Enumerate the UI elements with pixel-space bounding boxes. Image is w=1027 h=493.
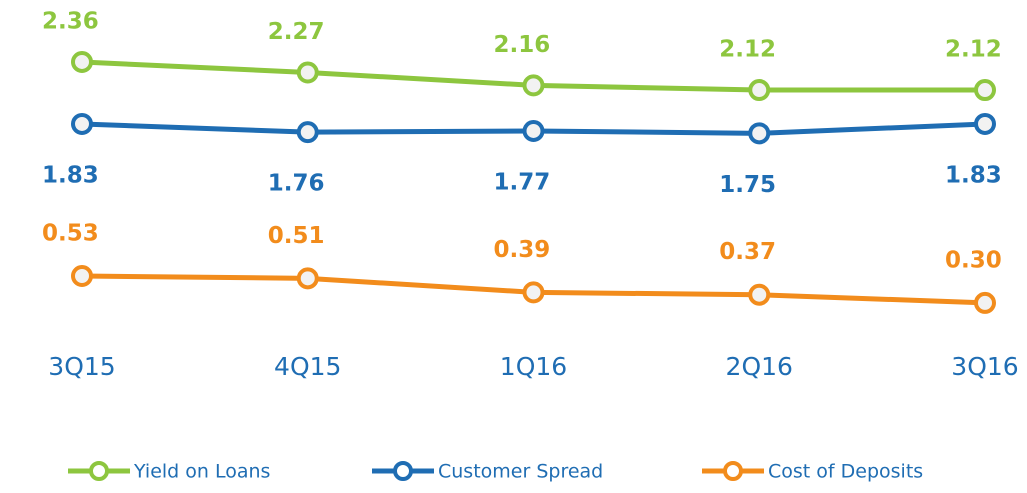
value-label: 0.53: [42, 221, 99, 247]
value-label: 1.77: [494, 169, 551, 195]
point: [296, 61, 319, 84]
point: [296, 267, 319, 290]
legend-label: Cost of Deposits: [768, 461, 923, 483]
value-label: 0.39: [494, 237, 551, 263]
value-label: 1.75: [719, 172, 776, 198]
point: [522, 74, 545, 97]
legend-label: Customer Spread: [438, 461, 603, 483]
point: [974, 291, 996, 314]
point: [522, 281, 545, 304]
point: [748, 283, 771, 306]
point: [748, 122, 771, 145]
x-tick-label: 4Q15: [274, 352, 341, 381]
x-tick-label: 2Q16: [726, 352, 793, 381]
point: [974, 79, 996, 102]
value-label: 0.37: [719, 239, 776, 265]
point: [71, 112, 93, 135]
x-tick-label: 3Q15: [48, 352, 115, 381]
value-label: 2.16: [494, 32, 551, 58]
point: [296, 121, 319, 144]
value-label: 2.27: [268, 19, 325, 45]
point: [522, 119, 545, 142]
point: [71, 50, 93, 73]
legend-marker: [723, 461, 743, 481]
value-label: 2.12: [945, 37, 1002, 63]
legend-marker: [89, 461, 109, 481]
x-tick-label: 3Q16: [951, 352, 1018, 381]
value-label: 1.83: [42, 162, 99, 188]
legend-label: Yield on Loans: [133, 461, 270, 483]
x-tick-label: 1Q16: [500, 352, 567, 381]
value-label: 1.83: [945, 162, 1002, 188]
value-label: 2.12: [719, 37, 776, 63]
value-label: 0.51: [268, 223, 325, 249]
legend-marker: [393, 461, 413, 481]
value-label: 1.76: [268, 171, 325, 197]
point: [71, 265, 93, 288]
value-label: 2.36: [42, 8, 99, 34]
value-label: 0.30: [945, 247, 1002, 273]
point: [974, 112, 996, 135]
point: [748, 79, 771, 102]
